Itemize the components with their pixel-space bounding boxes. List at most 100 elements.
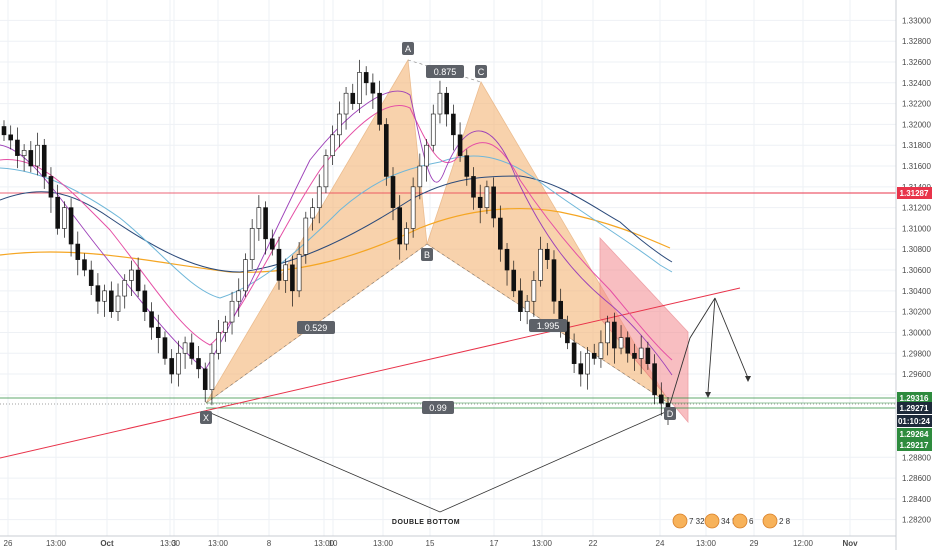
candle-body [384,124,389,177]
projection-path-1 [669,297,716,405]
time-tick-label: 13:00 [160,539,181,548]
price-tick-label: 1.30400 [902,287,931,296]
ma-purple [0,90,673,376]
candle-body [55,196,60,229]
price-tick-label: 1.30200 [902,308,931,317]
trendline [0,287,741,459]
candle-body [28,150,34,167]
candle-body [256,207,262,229]
candle-body [283,264,288,281]
point-label-d-bg [664,407,676,420]
candle-body [591,352,597,359]
event-marker-count: 6 [749,517,754,526]
ratio-label-bg [426,65,464,78]
candle-body [75,243,81,260]
price-tick-label: 1.32600 [902,58,931,67]
price-tick-label: 1.32800 [902,37,931,46]
candle-body [390,176,396,208]
candle-body [484,186,490,208]
price-tick-label: 1.31000 [902,224,931,233]
ma-navy [0,175,673,273]
candle-body [95,285,101,302]
candle-body [424,144,429,167]
price-badge [897,402,932,414]
candle-body [1,126,7,136]
candle-body [430,113,436,146]
time-tick-label: 13:00 [373,539,394,548]
candle-body [135,269,141,292]
candle-body [196,358,201,370]
candle-body [625,337,631,354]
candle-body [457,134,463,156]
ratio-label: 0.99 [429,403,447,413]
pattern-shapes [0,58,896,513]
price-tick-label: 1.32000 [902,120,931,129]
candle-body [330,134,335,156]
chart-grid [0,0,896,536]
projection-path-2 [714,297,749,379]
candle-body [645,347,651,364]
candle-body [149,311,154,328]
candle-body [209,352,215,390]
candle-body [363,72,369,84]
candle-body [464,155,470,177]
price-tick-label: 1.28200 [902,516,931,525]
arrow-head [705,392,711,398]
candle-body [310,207,315,219]
time-tick-label: 26 [4,539,13,548]
candle-body [578,363,584,375]
xab-triangle [205,58,428,404]
event-marker-icon [732,513,748,529]
candle-body [243,259,248,292]
candle-body [531,280,537,302]
price-badge [897,392,932,404]
price-tick-label: 1.31800 [902,141,931,150]
ratio-label: 1.995 [537,321,560,331]
candle-body [189,342,195,359]
price-tick-label: 1.29600 [902,370,931,379]
candle-body [21,150,27,156]
price-tick-label: 1.28600 [902,474,931,483]
candle-body [122,280,128,297]
double-bottom-annotation: DOUBLE BOTTOM [392,519,460,526]
candle-body [571,342,577,364]
candle-body [498,217,503,250]
candle-body [658,394,664,404]
time-tick-label: 22 [589,539,598,548]
event-marker-count: 7 32 [689,517,705,526]
point-label-x: X [203,413,209,423]
candle-body [249,228,255,260]
price-badge [897,415,932,427]
time-tick-label: 3 [172,539,177,548]
candle-body [491,186,496,219]
time-tick-label: 13:00 [208,539,229,548]
ratio-label-bg [529,319,567,332]
time-tick-label: 10 [329,539,338,548]
price-badge [897,187,932,199]
time-tick-label: 24 [656,539,665,548]
candle-body [155,326,161,338]
time-tick-label: 17 [490,539,499,548]
candle-body [169,358,174,375]
candle-body [109,290,114,312]
candle-body [115,295,121,312]
candle-body [417,165,423,188]
candle-body [290,264,295,292]
candle-body [585,352,590,375]
candle-body [229,300,235,323]
candle-body [598,342,604,359]
candle-body [612,321,617,349]
price-badge-label: 1.29217 [900,441,929,450]
candle-body [370,82,376,94]
candle-body [410,186,416,229]
point-label-d: D [667,409,674,419]
candle-body [15,139,20,156]
candle-body [538,248,543,281]
candle-body [269,238,275,250]
ratio-label-bg [422,401,454,414]
candle-body [377,92,382,125]
point-label-x-bg [200,411,212,424]
price-axis[interactable]: 1.33000 1.32800 1.32600 1.32400 1.32200 1.320… [895,0,932,550]
